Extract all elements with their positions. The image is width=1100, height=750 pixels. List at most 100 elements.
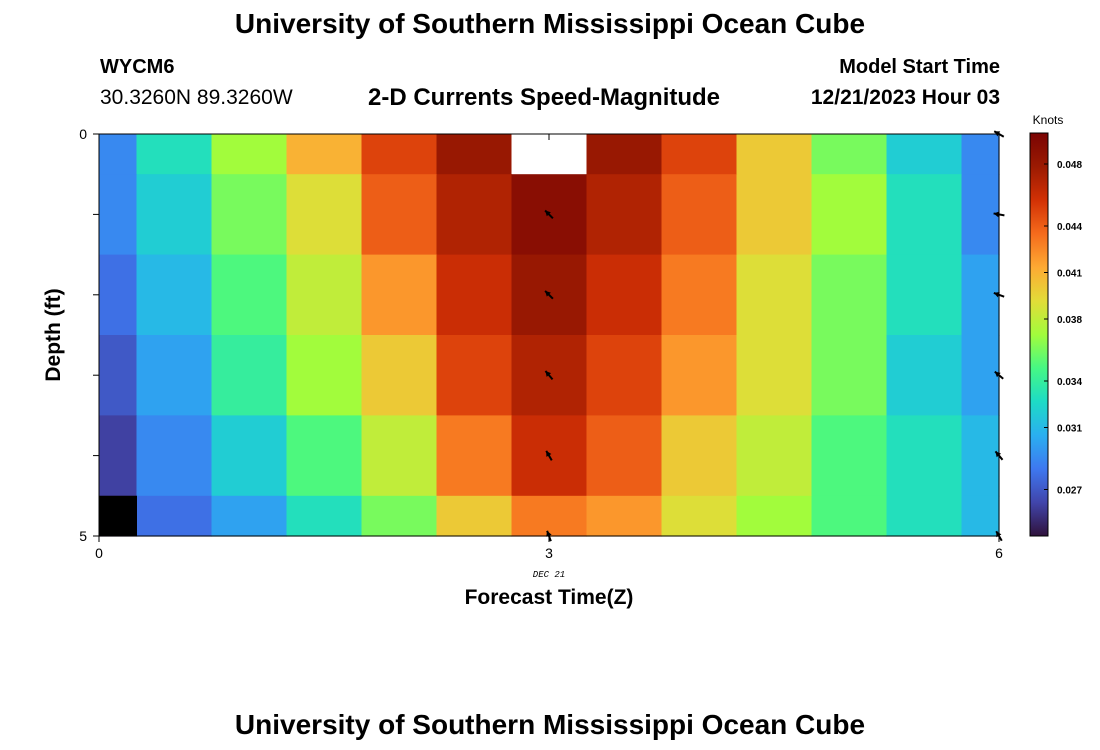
colorbar-label: Knots bbox=[1033, 113, 1064, 127]
model-start-value: 12/21/2023 Hour 03 bbox=[810, 86, 1000, 109]
heatmap-cell bbox=[99, 254, 138, 336]
heatmap-cell bbox=[361, 335, 438, 416]
vector-head bbox=[545, 210, 551, 217]
vector-head bbox=[993, 211, 1000, 218]
heatmap-cell bbox=[961, 335, 1000, 416]
current-vector bbox=[544, 290, 554, 300]
heatmap-cell bbox=[211, 495, 288, 537]
heatmap-cell bbox=[99, 335, 138, 416]
heatmap-cell bbox=[586, 254, 663, 336]
page-title: University of Southern Mississippi Ocean… bbox=[234, 8, 866, 39]
x-axis-label: Forecast Time(Z) bbox=[465, 586, 634, 609]
current-vector bbox=[545, 450, 553, 461]
x-tick-label: 6 bbox=[995, 545, 1003, 561]
heatmap-cell bbox=[361, 174, 438, 256]
heatmap-cell bbox=[211, 335, 288, 416]
heatmap-cell bbox=[586, 495, 663, 537]
heatmap-cell bbox=[286, 134, 363, 175]
heatmap-cell bbox=[586, 134, 663, 175]
heatmap-cell bbox=[736, 174, 813, 256]
heatmap-cell bbox=[136, 415, 213, 497]
heatmap-cell bbox=[736, 335, 813, 416]
axes: 0 3 605 bbox=[79, 126, 1003, 561]
heatmap-cell bbox=[661, 254, 738, 336]
heatmap-cell bbox=[961, 174, 1000, 256]
heatmap-cell bbox=[961, 415, 1000, 497]
heatmap-cell bbox=[136, 134, 213, 175]
heatmap-cell bbox=[661, 415, 738, 497]
station-coordinates: 30.3260N 89.3260W bbox=[100, 86, 293, 109]
heatmap-cell bbox=[736, 495, 813, 537]
vector-head bbox=[546, 530, 552, 537]
heatmap-cell bbox=[436, 254, 513, 336]
heatmap-cell bbox=[586, 415, 663, 497]
heatmap-cell bbox=[436, 495, 513, 537]
colorbar-tick-label: 0.034 bbox=[1057, 377, 1082, 388]
heatmap-cell bbox=[211, 254, 288, 336]
colorbar-tick-label: 0.027 bbox=[1057, 486, 1082, 497]
x-tick-label: 0 bbox=[95, 545, 103, 561]
heatmap-cell bbox=[736, 134, 813, 175]
heatmap-cell bbox=[286, 335, 363, 416]
heatmap-cells bbox=[99, 134, 1000, 537]
heatmap-cell bbox=[661, 134, 738, 175]
chart-subtitle: 2-D Currents Speed-Magnitude bbox=[368, 84, 721, 111]
heatmap-cell bbox=[136, 174, 213, 256]
y-tick-label: 5 bbox=[79, 528, 87, 544]
heatmap-cell bbox=[961, 254, 1000, 336]
current-vector bbox=[544, 370, 554, 381]
heatmap-cell bbox=[961, 495, 1000, 537]
vector-head bbox=[546, 450, 552, 457]
colorbar-tick-label: 0.044 bbox=[1057, 222, 1082, 233]
heatmap-cell bbox=[436, 335, 513, 416]
heatmap-cell bbox=[361, 495, 438, 537]
heatmap-cell bbox=[286, 415, 363, 497]
heatmap-cell bbox=[99, 174, 138, 256]
heatmap-cell bbox=[586, 335, 663, 416]
heatmap-cell bbox=[286, 254, 363, 336]
heatmap-cell bbox=[736, 254, 813, 336]
heatmap-cell bbox=[886, 134, 963, 175]
heatmap-cell bbox=[436, 134, 513, 175]
footer-title: University of Southern Mississippi Ocean… bbox=[234, 709, 866, 740]
heatmap-cell-below-range bbox=[99, 495, 137, 536]
heatmap-cell bbox=[211, 134, 288, 175]
heatmap-cell bbox=[811, 495, 888, 537]
heatmap-cell bbox=[811, 134, 888, 175]
heatmap-cell bbox=[736, 415, 813, 497]
vector-head bbox=[545, 370, 552, 377]
x-tick-label: 3 bbox=[545, 545, 553, 561]
y-tick-label: 0 bbox=[79, 126, 87, 142]
heatmap-cell bbox=[961, 134, 1000, 175]
heatmap-cell bbox=[99, 134, 138, 175]
heatmap-cell bbox=[436, 174, 513, 256]
heatmap-cell bbox=[811, 174, 888, 256]
heatmap-cell bbox=[886, 335, 963, 416]
heatmap-cell bbox=[436, 415, 513, 497]
heatmap-cell bbox=[211, 415, 288, 497]
heatmap-cell bbox=[99, 415, 138, 497]
heatmap-cell bbox=[286, 174, 363, 256]
y-axis-label: Depth (ft) bbox=[42, 288, 65, 381]
heatmap-cell bbox=[361, 415, 438, 497]
colorbar-tick-label: 0.038 bbox=[1057, 315, 1082, 326]
heatmap-chart: 0 3 605 DEC 21 Forecast Time(Z) Depth (ft)… bbox=[42, 113, 1082, 609]
heatmap-cell bbox=[661, 495, 738, 537]
date-label: DEC 21 bbox=[533, 570, 565, 580]
heatmap-cell bbox=[586, 174, 663, 256]
station-id: WYCM6 bbox=[100, 56, 175, 78]
heatmap-cell bbox=[661, 174, 738, 256]
heatmap-cell bbox=[361, 254, 438, 336]
heatmap-cell bbox=[886, 495, 963, 537]
heatmap-cell bbox=[886, 415, 963, 497]
vector-head bbox=[545, 290, 551, 297]
heatmap-cell bbox=[136, 254, 213, 336]
heatmap-cell bbox=[811, 254, 888, 336]
heatmap-cell bbox=[136, 335, 213, 416]
heatmap-cell bbox=[811, 335, 888, 416]
heatmap-cell bbox=[511, 134, 588, 175]
heatmap-cell bbox=[811, 415, 888, 497]
heatmap-cell bbox=[511, 495, 588, 537]
heatmap-cell bbox=[886, 174, 963, 256]
heatmap-cell bbox=[286, 495, 363, 537]
